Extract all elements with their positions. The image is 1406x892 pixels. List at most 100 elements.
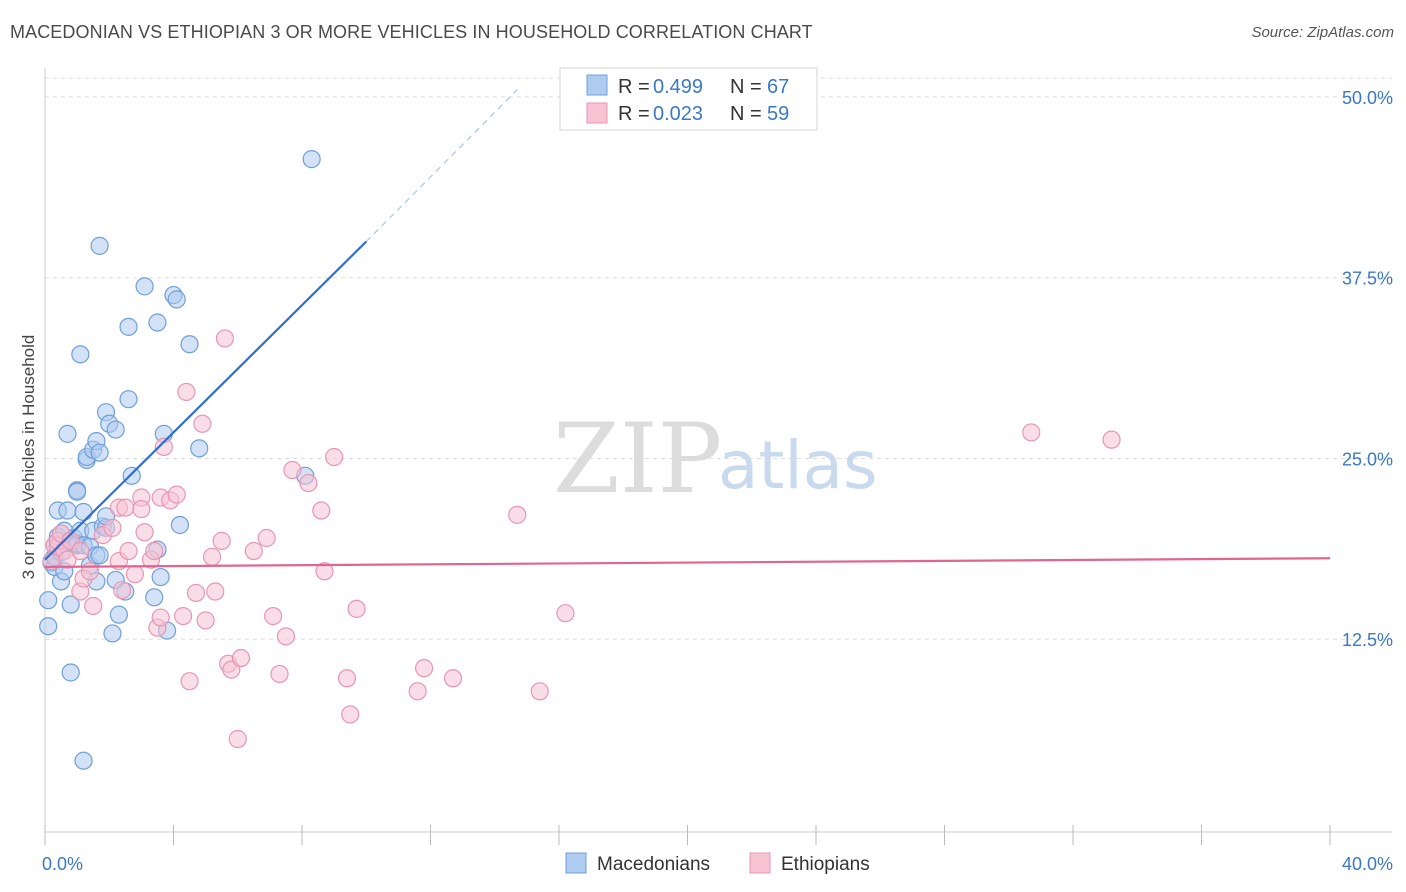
legend-swatch-ethiopians [586,102,608,124]
watermark: ZIP atlas [553,403,878,515]
ethiopians-point-66 [1102,430,1121,449]
ethiopians-point-35 [186,583,206,603]
ethiopians-point-33 [177,382,196,402]
ethiopians-point-60 [414,659,434,678]
ethiopians-point-6 [58,550,77,569]
macedonians-point-12 [58,424,77,443]
macedonians-point-61 [167,290,186,309]
ethiopians-point-39 [206,582,225,601]
ethiopians-point-58 [347,599,366,618]
axes [44,68,1392,845]
x-tick-label-0: 0.0% [42,854,83,874]
ethiopians-point-38 [202,547,222,566]
macedonians-point-62 [170,515,190,535]
ethiopians-point-37 [196,611,215,630]
macedonians-point-39 [90,236,109,255]
legend-r-label-1: R = [618,76,650,98]
series-legend: Macedonians Ethiopians [565,852,870,875]
ethiopians-points [42,329,1121,749]
legend-swatch-macedonians [586,74,608,96]
ethiopians-point-22 [132,499,151,519]
ethiopians-point-8 [71,541,90,561]
macedonians-point-52 [122,466,141,485]
bottom-legend-label-macedonians: Macedonians [597,854,710,875]
ethiopians-point-11 [80,562,100,581]
ethiopians-point-46 [244,541,263,561]
y-axis-label: 3 or more Vehicles in Household [19,335,38,580]
ethiopians-trend-line [44,557,1331,569]
ethiopians-point-56 [337,669,357,688]
macedonians-point-25 [74,502,93,522]
source-credit: Source: ZipAtlas.com [1251,24,1394,41]
legend-r-value-1: 0.499 [653,76,703,98]
trend-lines [44,89,1331,569]
ethiopians-point-50 [276,627,296,646]
macedonians-point-27 [74,751,93,770]
macedonians-point-54 [145,588,164,607]
ethiopians-point-14 [103,518,122,537]
y-tick-label-2: 37.5% [1342,269,1393,289]
macedonians-point-15 [61,595,80,614]
ethiopians-point-27 [151,608,170,627]
macedonians-point-0 [39,591,58,610]
macedonians-point-23 [71,345,90,364]
legend-n-label-1: N = [730,76,762,98]
macedonians-point-45 [103,624,122,643]
macedonians-point-38 [90,546,109,565]
ethiopians-point-18 [116,498,135,517]
macedonians-point-37 [90,443,109,462]
ethiopians-point-41 [215,329,234,348]
macedonians-point-63 [180,335,199,354]
x-tick-labels: 0.0% 40.0% [42,854,1393,874]
ethiopians-point-51 [283,460,302,480]
ethiopians-point-44 [228,729,247,749]
ethiopians-point-20 [125,565,145,584]
macedonians-point-20 [68,482,87,501]
ethiopians-point-45 [231,648,251,668]
ethiopians-point-17 [112,580,132,600]
macedonians-point-13 [58,501,77,520]
legend-n-value-2: 59 [767,103,789,125]
ethiopians-point-12 [84,596,103,616]
ethiopians-point-57 [341,705,360,724]
macedonians-point-51 [119,390,138,409]
ethiopians-point-34 [180,672,199,691]
ethiopians-point-63 [530,682,549,701]
legend-n-value-1: 67 [767,76,789,98]
y-tick-label-0: 12.5% [1342,630,1393,650]
macedonians-point-57 [151,567,170,587]
ethiopians-point-59 [408,682,427,701]
macedonians-point-16 [61,663,80,682]
ethiopians-point-31 [167,485,186,504]
ethiopians-point-36 [193,414,212,433]
ethiopians-point-49 [270,664,289,684]
macedonians-point-50 [119,317,138,336]
ethiopians-point-19 [119,541,138,561]
macedonians-trend-line [44,240,368,561]
bottom-legend-swatch-macedonians [565,852,587,874]
stats-legend: R = 0.499 N = 67 R = 0.023 N = 59 [559,67,818,131]
macedonians-point-64 [190,439,209,458]
ethiopians-point-65 [1022,423,1041,442]
bottom-legend-label-ethiopians: Ethiopians [781,854,870,875]
ethiopians-point-25 [145,541,164,561]
macedonians-point-53 [135,277,154,296]
y-tick-label-1: 25.0% [1342,449,1393,469]
ethiopians-point-48 [263,606,283,626]
bottom-legend-swatch-ethiopians [749,852,771,874]
ethiopians-point-61 [443,669,463,688]
ethiopians-point-52 [299,473,318,493]
watermark-zip-text: ZIP [553,403,722,515]
x-tick-label-1: 40.0% [1342,854,1393,874]
ethiopians-point-64 [556,604,575,623]
legend-n-label-2: N = [730,103,762,125]
ethiopians-point-23 [135,523,154,542]
macedonians-trend-extension [365,89,518,242]
ethiopians-point-32 [174,606,193,626]
macedonians-point-55 [148,313,167,332]
ethiopians-point-53 [312,501,331,520]
macedonians-point-47 [106,420,125,439]
macedonians-point-1 [39,617,58,636]
chart-title: MACEDONIAN VS ETHIOPIAN 3 OR MORE VEHICL… [10,22,813,42]
